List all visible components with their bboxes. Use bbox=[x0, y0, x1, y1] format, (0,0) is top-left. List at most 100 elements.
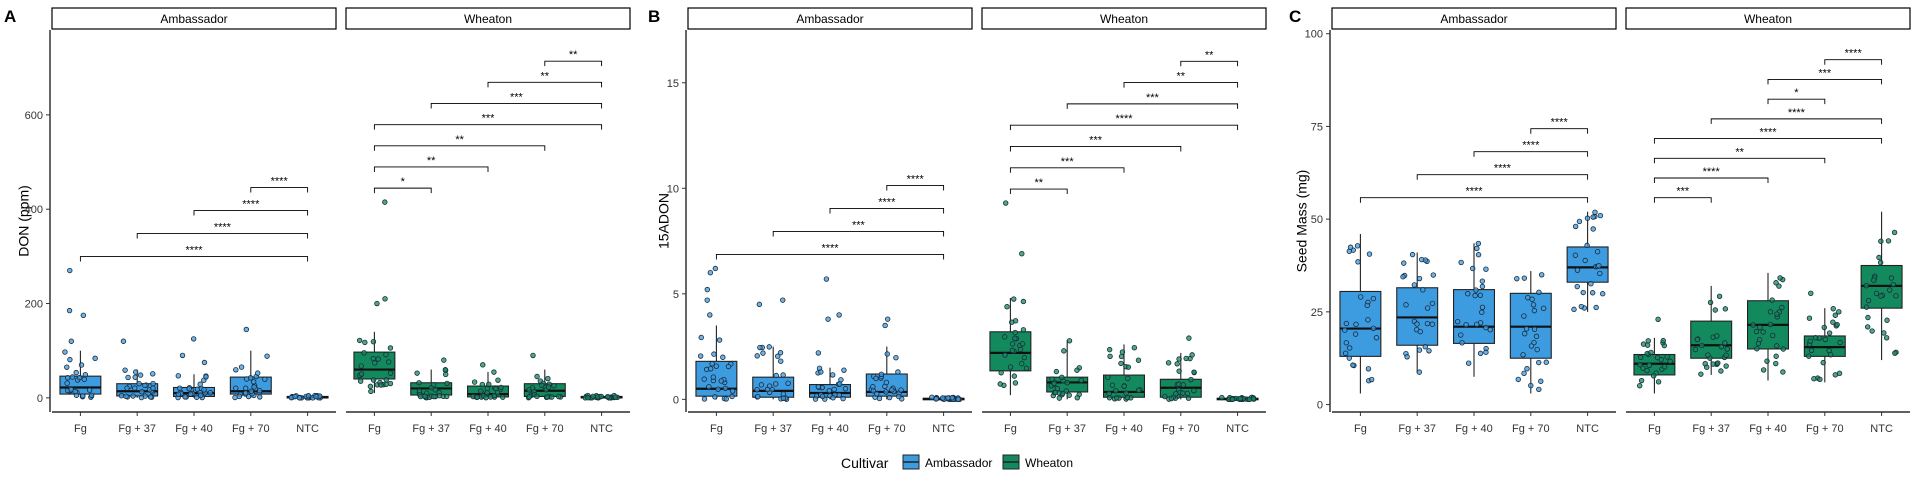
data-point bbox=[1002, 334, 1008, 340]
data-point bbox=[1105, 374, 1111, 380]
data-point bbox=[1123, 390, 1129, 396]
data-point bbox=[1521, 275, 1528, 281]
data-point bbox=[1530, 302, 1537, 308]
data-point bbox=[383, 351, 389, 358]
significance-label: *** bbox=[1146, 92, 1160, 104]
data-point bbox=[416, 380, 422, 386]
significance-label: **** bbox=[821, 242, 839, 254]
data-point bbox=[1830, 319, 1836, 325]
box-body bbox=[1566, 246, 1609, 283]
data-point bbox=[697, 353, 704, 359]
data-point bbox=[774, 353, 781, 359]
significance-bracket bbox=[1009, 167, 1125, 173]
data-point bbox=[1722, 340, 1728, 346]
box-ntc bbox=[1566, 209, 1609, 313]
significance-label: **** bbox=[1703, 166, 1721, 178]
data-point bbox=[1878, 293, 1884, 299]
x-tick-label: Fg + 70 bbox=[526, 423, 564, 435]
outlier-point bbox=[190, 336, 197, 342]
significance-bracket bbox=[1653, 138, 1883, 144]
data-point bbox=[1023, 365, 1030, 371]
data-point bbox=[1592, 209, 1598, 216]
significance-bracket bbox=[1530, 128, 1589, 134]
significance-bracket bbox=[136, 233, 309, 239]
data-point bbox=[1718, 343, 1725, 350]
data-point bbox=[1342, 350, 1349, 356]
data-point bbox=[1416, 369, 1423, 375]
box-ntc bbox=[580, 392, 623, 401]
data-point bbox=[250, 379, 257, 385]
data-point bbox=[1074, 367, 1080, 373]
data-point bbox=[1475, 240, 1482, 247]
data-point bbox=[896, 393, 902, 400]
data-point bbox=[1180, 390, 1186, 396]
data-point bbox=[1472, 292, 1478, 299]
data-point bbox=[1582, 257, 1588, 264]
x-tick-label: Fg + 37 bbox=[754, 423, 792, 435]
data-point bbox=[1523, 326, 1530, 332]
data-point bbox=[130, 393, 136, 399]
data-point bbox=[764, 386, 771, 393]
data-point bbox=[707, 366, 714, 372]
legend-label-wheaton: Wheaton bbox=[1025, 456, 1073, 470]
data-point bbox=[711, 351, 717, 357]
data-point bbox=[1534, 346, 1540, 353]
significance-label: **** bbox=[185, 245, 203, 257]
data-point bbox=[1429, 321, 1436, 327]
data-point bbox=[1426, 348, 1432, 354]
box-fg bbox=[695, 265, 738, 402]
data-point bbox=[1487, 327, 1493, 333]
data-point bbox=[1760, 367, 1767, 373]
significance-label: ** bbox=[569, 49, 578, 61]
data-point bbox=[1479, 309, 1485, 315]
y-tick-label: 0 bbox=[1317, 400, 1323, 412]
data-point bbox=[262, 376, 268, 382]
data-point bbox=[370, 355, 377, 362]
data-point bbox=[720, 354, 726, 360]
data-point bbox=[1724, 346, 1730, 352]
y-tick-label: 75 bbox=[1311, 121, 1323, 133]
data-point bbox=[1184, 390, 1191, 397]
data-point bbox=[1454, 318, 1461, 325]
box-fg-40 bbox=[1747, 272, 1789, 381]
data-point bbox=[1066, 338, 1073, 344]
box-fg-37 bbox=[410, 357, 453, 401]
data-point bbox=[442, 371, 449, 378]
facet-strip-label: Ambassador bbox=[796, 12, 863, 26]
x-tick-label: Fg + 37 bbox=[412, 423, 450, 435]
data-point bbox=[1891, 229, 1898, 236]
data-point bbox=[729, 388, 736, 394]
data-point bbox=[1871, 277, 1877, 283]
x-tick-label: Fg + 37 bbox=[118, 423, 156, 435]
significance-label: **** bbox=[1494, 163, 1512, 175]
data-point bbox=[1661, 364, 1668, 370]
facet-strip-label: Wheaton bbox=[1744, 12, 1792, 26]
data-point bbox=[1354, 243, 1361, 249]
data-point bbox=[712, 394, 718, 400]
data-point bbox=[1863, 282, 1869, 289]
data-point bbox=[725, 363, 732, 370]
data-point bbox=[729, 393, 735, 400]
x-tick-label: Fg + 70 bbox=[232, 423, 270, 435]
data-point bbox=[1538, 378, 1544, 384]
significance-bracket bbox=[79, 256, 309, 262]
data-point bbox=[1401, 260, 1407, 266]
data-point bbox=[1229, 396, 1236, 403]
data-point bbox=[612, 394, 619, 400]
outlier-point bbox=[707, 312, 713, 318]
data-point bbox=[1168, 395, 1175, 402]
data-point bbox=[1806, 353, 1812, 359]
data-point bbox=[1660, 337, 1666, 344]
data-point bbox=[710, 374, 717, 380]
significance-label: **** bbox=[1465, 186, 1483, 198]
data-point bbox=[874, 391, 880, 397]
significance-label: ** bbox=[455, 134, 464, 146]
data-point bbox=[884, 351, 890, 357]
data-point bbox=[545, 384, 552, 390]
panel-a: A DON (ppm) 0 200 400 600 Ambassador Fg Fg + 37 F… bbox=[4, 7, 631, 435]
outlier-point bbox=[884, 316, 891, 322]
data-point bbox=[1189, 352, 1195, 358]
data-point bbox=[1878, 238, 1884, 244]
data-point bbox=[442, 367, 449, 373]
box-fg-70 bbox=[865, 316, 908, 402]
